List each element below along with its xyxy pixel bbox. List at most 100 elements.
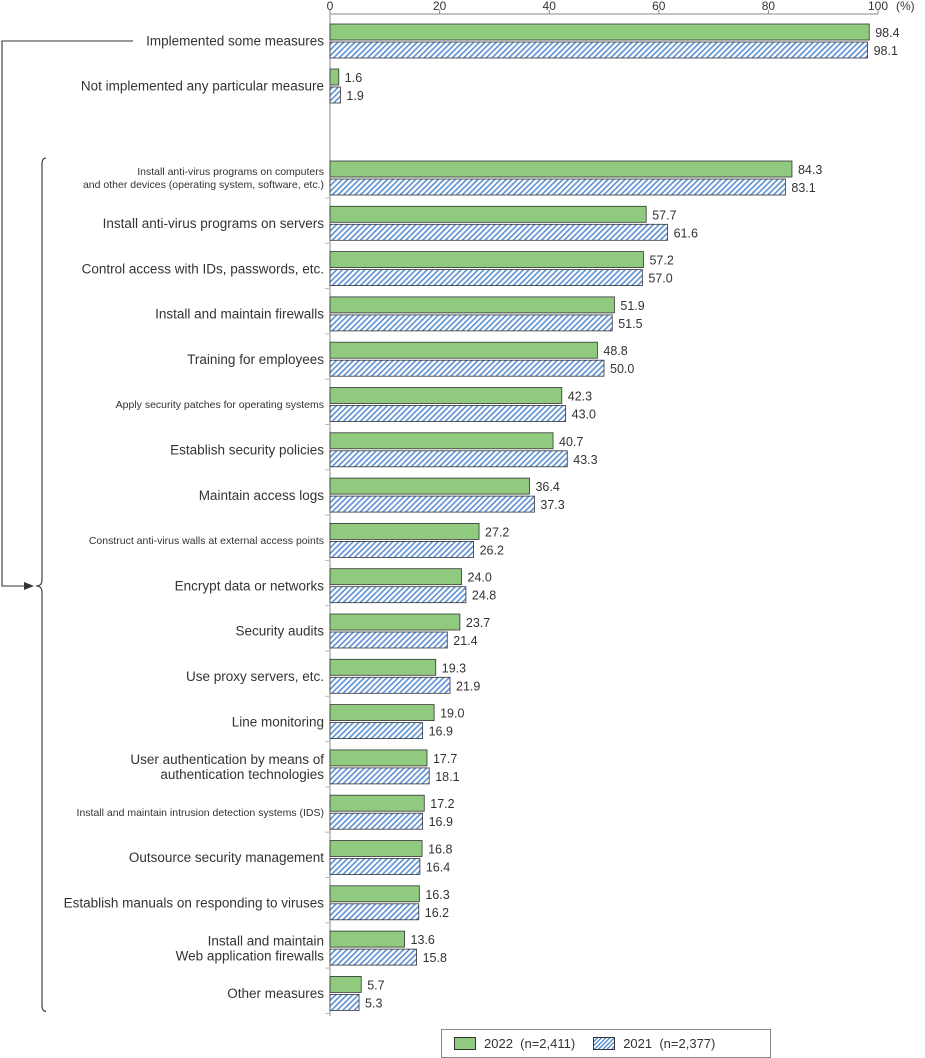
category-label-line: Security audits (235, 624, 324, 639)
data-label-2021: 43.0 (572, 408, 596, 422)
data-label-2022: 42.3 (568, 390, 592, 404)
x-tick-label: 20 (433, 0, 447, 13)
data-label-2021: 15.8 (423, 951, 447, 965)
category-label-line: Implemented some measures (146, 34, 324, 49)
category-label: Establish security policies (170, 443, 324, 458)
data-label-2022: 27.2 (485, 525, 509, 539)
data-label-2022: 23.7 (466, 616, 490, 630)
category-labels: Implemented some measures Not implemented… (64, 34, 325, 1001)
legend-swatch-2022 (454, 1037, 476, 1050)
bar-2021 (329, 767, 430, 785)
category-label: Install anti-virus programs on computers… (83, 166, 324, 191)
category-label-line: Maintain access logs (199, 488, 325, 503)
data-label-2022: 17.7 (433, 752, 457, 766)
category-label: Training for employees (187, 352, 324, 367)
x-tick-label: 100 (868, 0, 888, 13)
bar-2021 (329, 676, 451, 694)
category-label: Implemented some measures (146, 34, 324, 49)
bar-2022 (329, 976, 362, 993)
data-label-2022: 5.7 (367, 978, 384, 992)
bar-2022 (329, 160, 793, 178)
legend-label-2022: 2022 (n=2,411) (484, 1036, 576, 1051)
data-label-2021: 16.9 (429, 725, 453, 739)
data-label-2021: 83.1 (791, 181, 815, 195)
bar-2022 (329, 205, 647, 223)
category-label: Encrypt data or networks (175, 578, 325, 593)
bar-2021 (329, 722, 424, 739)
data-label-2022: 16.8 (428, 843, 452, 857)
bar-2021 (329, 631, 448, 649)
category-label-line: authentication technologies (160, 767, 324, 782)
data-label-2021: 16.9 (429, 815, 453, 829)
category-label: Maintain access logs (199, 488, 325, 503)
data-label-2022: 16.3 (425, 888, 449, 902)
bar-2022 (329, 749, 428, 767)
category-label-line: Use proxy servers, etc. (186, 669, 324, 684)
arrow-head (24, 582, 34, 590)
data-label-2021: 1.9 (346, 89, 363, 103)
bar-2021 (329, 586, 467, 604)
bar-2021 (329, 178, 786, 196)
bar-2022 (329, 477, 530, 495)
bars: 98.4 98.1 1.6 1.9 84.3 83.1 57.7 61.657.2 57.0 51… (329, 23, 900, 1011)
category-label-line: Install anti-virus programs on servers (103, 216, 325, 231)
x-tick-label: 60 (652, 0, 666, 13)
category-label: Use proxy servers, etc. (186, 669, 324, 684)
category-label: Install and maintain intrusion detection… (77, 807, 324, 819)
connector-line (1, 40, 133, 587)
data-label-2021: 18.1 (435, 770, 459, 784)
bar-2022 (329, 387, 563, 404)
bar-2022 (329, 296, 615, 314)
category-label: Construct anti-virus walls at external a… (89, 535, 324, 547)
data-label-2021: 50.0 (610, 362, 634, 376)
bar-2022 (329, 251, 644, 269)
category-label-line: Establish security policies (170, 443, 324, 458)
bracket (35, 157, 47, 1012)
category-label-line: Encrypt data or networks (175, 578, 325, 593)
data-label-2022: 17.2 (430, 797, 454, 811)
data-label-2021: 16.2 (425, 906, 449, 920)
category-label-line: and other devices (operating system, sof… (83, 179, 324, 191)
bar-2021 (329, 41, 868, 59)
bar-2021 (329, 86, 341, 104)
category-label: Establish manuals on responding to virus… (64, 896, 325, 911)
bar-2021 (329, 359, 605, 377)
data-label-2022: 57.7 (652, 208, 676, 222)
bar-2022 (329, 930, 405, 948)
data-label-2022: 13.6 (411, 933, 435, 947)
bar-2021 (329, 405, 567, 422)
category-label-line: Control access with IDs, passwords, etc. (82, 261, 324, 276)
data-label-2022: 19.3 (442, 661, 466, 675)
data-label-2021: 16.4 (426, 861, 450, 875)
category-label: Security audits (235, 624, 324, 639)
bar-2021 (329, 812, 424, 830)
legend-item-2022: 2022 (n=2,411) (454, 1036, 575, 1051)
x-tick-label: 0 (327, 0, 334, 13)
bar-2021 (329, 948, 417, 966)
category-label-line: Install and maintain (208, 933, 324, 948)
bar-2021 (329, 858, 421, 875)
data-label-2021: 43.3 (573, 453, 597, 467)
bar-2022 (329, 523, 480, 540)
group-connector (1, 40, 133, 1012)
data-label-2022: 24.0 (468, 571, 492, 585)
data-label-2022: 40.7 (559, 435, 583, 449)
legend-label-2021: 2021 (n=2,377) (623, 1036, 716, 1051)
data-label-2022: 51.9 (620, 299, 644, 313)
category-label-line: Training for employees (187, 352, 324, 367)
category-label: Line monitoring (232, 714, 324, 729)
data-label-2021: 26.2 (480, 543, 504, 557)
category-label: Other measures (227, 986, 324, 1001)
category-label: Outsource security management (129, 850, 324, 865)
data-label-2022: 1.6 (345, 71, 362, 85)
category-label: Install anti-virus programs on servers (103, 216, 325, 231)
category-label-line: Establish manuals on responding to virus… (64, 896, 325, 911)
data-label-2022: 36.4 (535, 480, 559, 494)
bar-2021 (329, 495, 535, 513)
bar-2022 (329, 341, 598, 359)
category-label: Install and maintain Web application fire… (176, 933, 325, 963)
category-label-line: Line monitoring (232, 714, 324, 729)
category-label-line: Install and maintain firewalls (155, 307, 324, 322)
data-label-2022: 57.2 (649, 254, 673, 268)
